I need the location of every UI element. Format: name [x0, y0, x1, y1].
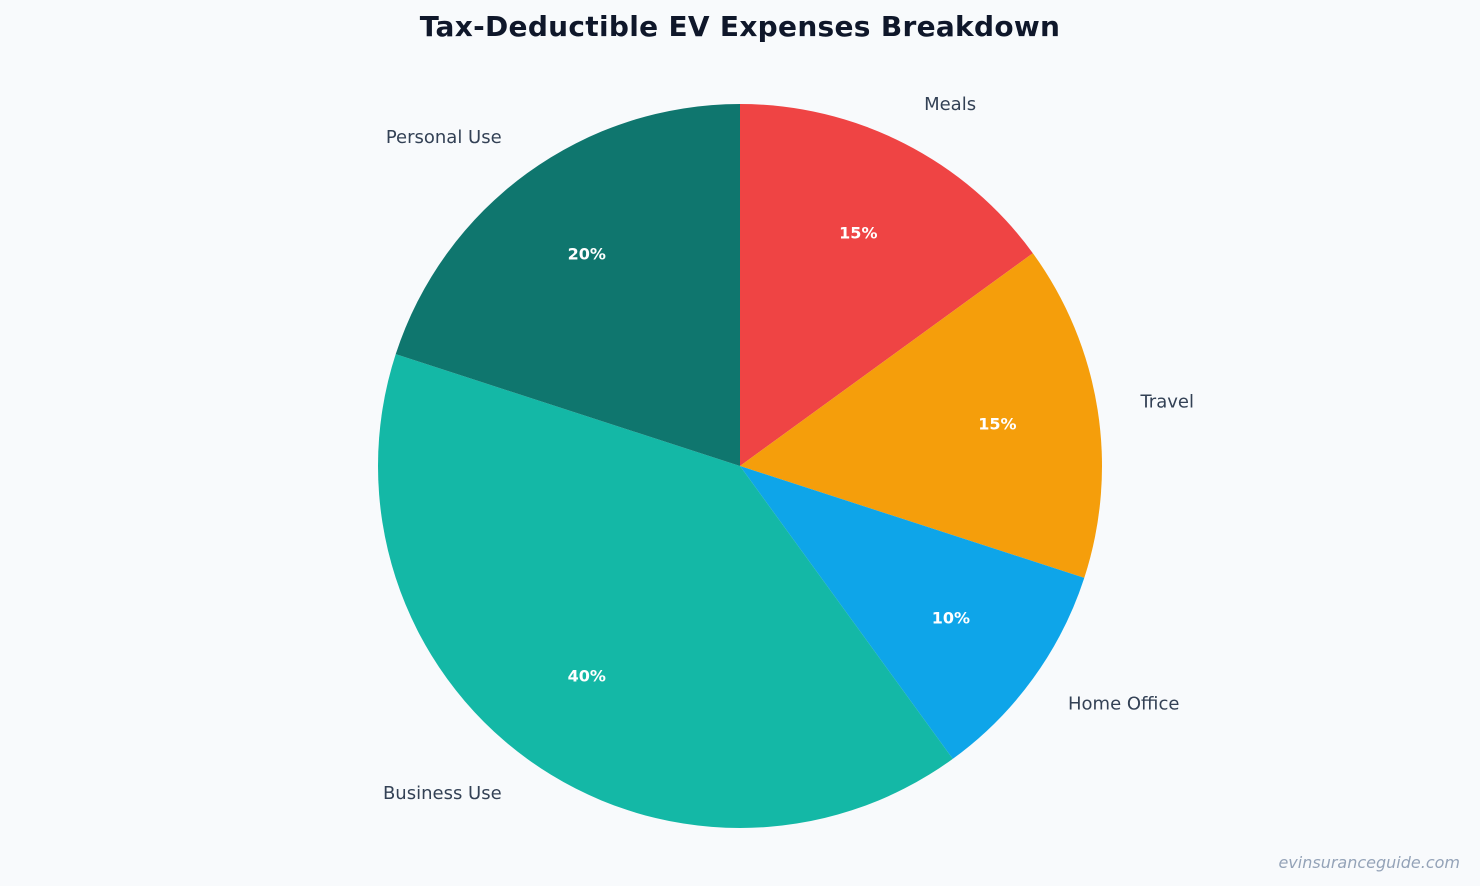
- chart-title: Tax-Deductible EV Expenses Breakdown: [419, 10, 1061, 43]
- pie-slice-business-use: [378, 354, 953, 829]
- percent-label: 10%: [932, 609, 970, 628]
- pie-slice-home-office: [740, 466, 1085, 759]
- category-label: Meals: [924, 94, 976, 115]
- percent-labels: 15% 15% 10% 40% 20%: [568, 223, 1017, 685]
- category-label: Business Use: [383, 783, 502, 804]
- percent-label: 20%: [568, 245, 606, 264]
- percent-label: 40%: [568, 666, 606, 685]
- category-label: Home Office: [1068, 693, 1179, 714]
- percent-label: 15%: [978, 415, 1016, 434]
- pie-slice-travel: [740, 253, 1103, 578]
- category-label: Personal Use: [386, 127, 502, 148]
- category-label: Travel: [1139, 392, 1194, 413]
- pie-slice-personal-use: [395, 104, 740, 466]
- category-labels: Meals Travel Home Office Business Use Person…: [383, 94, 1194, 804]
- percent-label: 15%: [839, 223, 877, 242]
- watermark: evinsuranceguide.com: [1278, 853, 1460, 872]
- pie-slice-meals: [740, 104, 1033, 466]
- pie-slices: [378, 104, 1103, 829]
